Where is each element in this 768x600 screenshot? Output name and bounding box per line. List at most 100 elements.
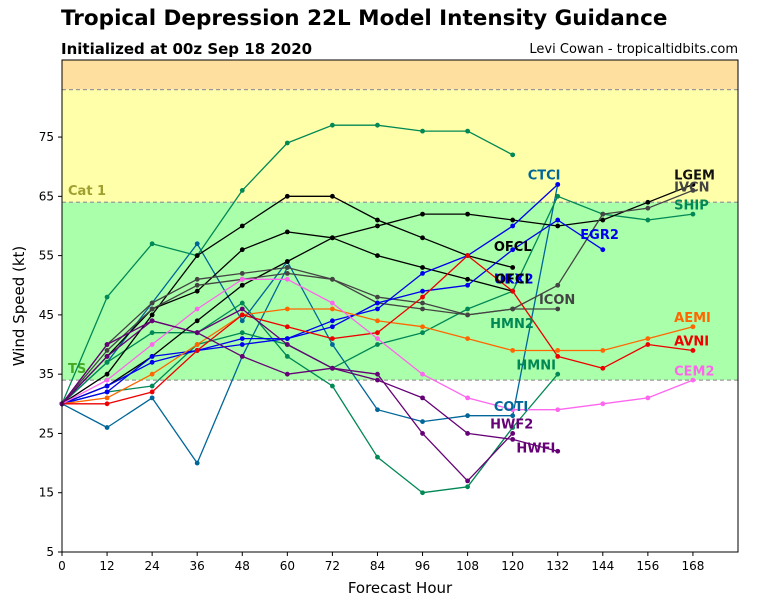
data-point-ivcn (284, 265, 290, 270)
data-point-aemi (510, 348, 516, 353)
series-line-coti (61, 267, 288, 464)
data-point-ofci (284, 229, 290, 235)
data-point-ukx2 (420, 270, 425, 276)
x-tick-label: 84 (370, 559, 385, 573)
series-label-hwfi: HWFI (516, 441, 555, 456)
x-tick-label: 24 (144, 559, 159, 573)
data-point-lgem (420, 211, 425, 217)
data-point-aemi (420, 324, 425, 330)
data-point-avni (645, 342, 651, 347)
data-point-egr2 (375, 300, 380, 306)
data-point-hmn2 (149, 241, 155, 247)
data-point-avni (194, 348, 200, 353)
data-point-aemi (194, 342, 200, 347)
x-tick-label: 132 (546, 559, 569, 573)
data-point-lgem (375, 223, 380, 229)
data-point-ofci (420, 265, 425, 270)
series-label-ofci: OFCI (495, 272, 529, 287)
data-point-hwfi (330, 365, 335, 371)
data-point-cem2 (149, 342, 155, 347)
data-point-icon (510, 306, 516, 312)
data-point-hmni (465, 484, 470, 490)
series-avni (59, 253, 696, 407)
data-point-lgem (555, 223, 561, 229)
data-point-lgem (194, 318, 200, 324)
y-tick-label: 55 (39, 249, 54, 263)
data-point-egr2 (104, 383, 110, 389)
y-tick-label: 15 (39, 486, 54, 500)
data-point-avni (330, 336, 335, 342)
data-point-hwf2 (420, 431, 425, 436)
y-axis-label: Wind Speed (kt) (10, 246, 28, 367)
data-point-hmn2 (375, 122, 380, 128)
y-tick-label: 45 (39, 308, 54, 322)
data-point-lgem (645, 199, 651, 205)
data-point-hwfi (104, 353, 110, 359)
data-point-cem2 (420, 371, 425, 377)
data-point-hwfi (239, 306, 245, 312)
data-point-aemi (600, 348, 606, 353)
data-point-ship (420, 330, 425, 336)
x-tick-label: 72 (325, 559, 340, 573)
data-point-hwfi (510, 436, 516, 442)
x-tick-label: 120 (501, 559, 524, 573)
data-point-hmn2 (239, 188, 245, 193)
data-point-icon (104, 348, 110, 353)
series-label-hmn2: HMN2 (490, 317, 534, 332)
data-point-hwf2 (104, 342, 110, 347)
plot-frame (61, 59, 739, 553)
series-label-ctci: CTCI (528, 169, 561, 184)
data-point-lgem (284, 259, 290, 264)
data-point-cem2 (690, 377, 696, 383)
data-point-cem2 (104, 377, 110, 383)
chart-subtitle: Initialized at 00z Sep 18 2020 (61, 40, 313, 58)
data-point-ctci (510, 413, 516, 419)
series-label-cem2: CEM2 (674, 364, 714, 379)
data-point-coti (104, 425, 110, 430)
data-point-cem2 (194, 306, 200, 312)
data-point-aemi (375, 318, 380, 324)
data-point-ofcl (104, 371, 110, 377)
data-point-ivcn (239, 270, 245, 276)
data-point-ivcn (645, 205, 651, 211)
series-group (59, 122, 696, 496)
data-point-aemi (104, 395, 110, 401)
data-point-hmni (149, 330, 155, 336)
chart-title: Tropical Depression 22L Model Intensity … (61, 6, 668, 31)
series-label-ukx2: UKX2 (494, 272, 534, 287)
data-point-hmni (104, 359, 110, 365)
data-point-ivcn (555, 282, 561, 288)
data-point-ofcl (330, 193, 335, 199)
series-label-aemi: AEMI (674, 311, 711, 326)
data-point-hwfi (555, 448, 561, 454)
data-point-ivcn (420, 300, 425, 306)
y-tick-label: 75 (39, 130, 54, 144)
data-point-avni (600, 365, 606, 371)
data-point-ctci (330, 342, 335, 347)
data-point-ukx2 (239, 336, 245, 342)
series-label-ivcn: IVCN (674, 181, 709, 196)
series-aemi (59, 306, 696, 407)
axes: 0 12 24 36 48 60 72 84 96 108 120 132 144 156 168 5 15 25… (39, 130, 705, 573)
x-tick-label: 0 (58, 559, 66, 573)
data-point-hwf2 (284, 371, 290, 377)
band-major-hurricane (62, 60, 738, 90)
data-point-ivcn (600, 211, 606, 217)
data-point-ship (645, 217, 651, 223)
data-point-aemi (690, 324, 696, 330)
data-point-hwfi (149, 318, 155, 324)
x-axis-label: Forecast Hour (348, 579, 453, 597)
data-point-hwf2 (239, 353, 245, 359)
x-tick-label: 108 (456, 559, 479, 573)
y-tick-label: 65 (39, 189, 54, 203)
series-label-avni: AVNI (674, 335, 709, 350)
data-point-ofcl (375, 217, 380, 223)
series-label-coti: COTI (494, 400, 528, 415)
y-tick-label: 35 (39, 367, 54, 381)
data-point-ship (465, 306, 470, 312)
data-point-avni (104, 401, 110, 407)
data-point-cem2 (330, 300, 335, 306)
data-point-ofcl (149, 312, 155, 318)
